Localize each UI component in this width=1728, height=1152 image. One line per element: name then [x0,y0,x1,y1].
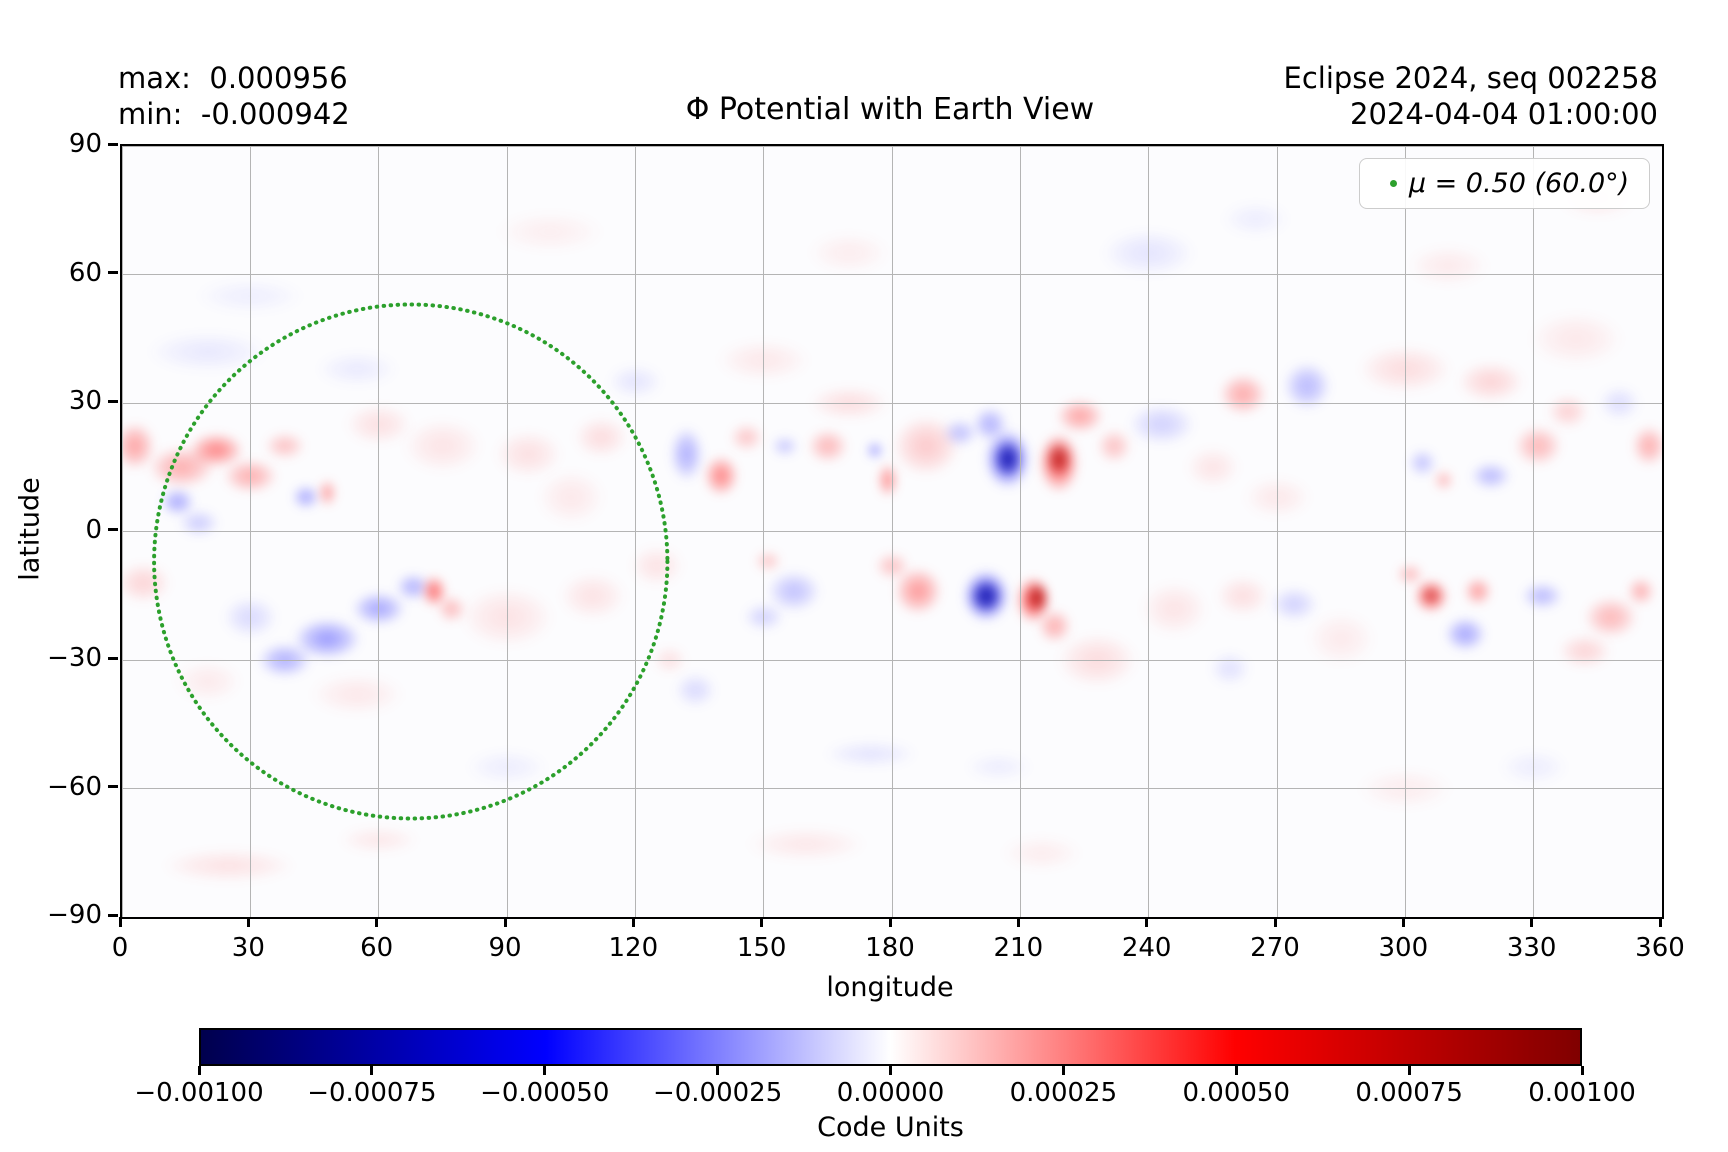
colorbar-tick-label: −0.00050 [480,1078,610,1108]
y-tick-mark [108,271,118,274]
y-tick-mark [108,399,118,403]
min-value-label: min: -0.000942 [118,97,350,131]
grid-layer [122,146,1662,917]
gridline-horizontal [122,916,1662,917]
x-tick-mark [760,917,764,927]
y-tick-label: 60 [68,257,102,288]
max-value-label: max: 0.000956 [118,61,348,95]
gridline-horizontal [122,788,1662,789]
x-tick-mark [1401,917,1405,927]
x-tick-label: 60 [360,933,394,963]
y-tick-mark [108,142,118,146]
y-axis-label: latitude [14,477,46,581]
x-tick-mark [503,917,507,927]
x-tick-mark [1016,917,1020,927]
x-tick-mark [1273,917,1277,927]
x-tick-label: 240 [1121,933,1172,963]
x-tick-label: 90 [488,933,522,963]
colorbar-tick-mark [370,1066,374,1075]
run-info-annotation: Eclipse 2024, seq 002258 2024-04-04 01:0… [1284,60,1658,132]
colorbar-tick-mark [197,1066,201,1075]
colorbar-tick-label: 0.00000 [836,1078,945,1108]
colorbar-tick-label: 0.00050 [1182,1078,1291,1108]
colorbar-tick-label: −0.00025 [652,1078,783,1108]
gridline-horizontal [122,659,1662,661]
legend-label: μ = 0.50 (60.0°) [1408,168,1630,199]
legend: μ = 0.50 (60.0°) [1359,158,1650,209]
x-tick-label: 360 [1635,933,1685,963]
colorbar-tick-label: 0.00100 [1528,1078,1636,1108]
x-tick-mark [375,917,379,927]
legend-marker-dot-icon [1390,180,1397,187]
x-tick-label: 270 [1250,933,1300,963]
colorbar-tick-mark [1061,1066,1065,1075]
colorbar-tick-mark [1407,1066,1411,1075]
y-tick-label: −30 [47,643,102,673]
timestamp-label: 2024-04-04 01:00:00 [1350,97,1658,131]
gridline-horizontal [122,531,1662,532]
colorbar-tick-mark [543,1066,547,1075]
y-tick-label: 90 [68,129,102,159]
y-tick-mark [108,528,118,531]
plot-area [120,144,1664,919]
colorbar-label: Code Units [817,1112,964,1143]
colorbar-tick-mark [1580,1066,1584,1075]
colorbar-tick-label: 0.00075 [1355,1078,1463,1108]
y-tick-mark [108,913,118,917]
colorbar-tick-mark [889,1066,892,1075]
x-tick-mark [1145,917,1149,927]
gridline-horizontal [122,146,1662,147]
x-tick-label: 150 [736,933,787,963]
x-tick-mark [1530,917,1534,927]
colorbar-tick-label: −0.00100 [134,1078,264,1108]
gridline-horizontal [122,274,1662,275]
x-axis-label: longitude [826,972,954,1003]
gridline-horizontal [122,402,1662,404]
colorbar-tick-mark [716,1066,720,1075]
colorbar [199,1028,1582,1066]
y-tick-label: −90 [47,900,102,930]
x-tick-mark [246,917,250,927]
field-extrema-annotation: max: 0.000956 min: -0.000942 [118,60,350,132]
run-label: Eclipse 2024, seq 002258 [1283,61,1658,95]
x-tick-label: 300 [1378,933,1429,963]
x-tick-label: 210 [993,933,1044,963]
y-tick-label: 30 [68,386,102,416]
colorbar-tick-mark [1234,1066,1238,1075]
x-tick-label: 30 [231,933,265,963]
x-tick-mark [888,917,892,927]
x-tick-label: 0 [111,933,129,963]
y-tick-mark [108,656,118,660]
x-tick-mark [631,917,635,927]
y-tick-mark [108,785,118,788]
x-tick-label: 180 [865,933,915,963]
y-tick-label: 0 [85,514,102,545]
y-tick-label: −60 [47,771,102,802]
x-tick-label: 330 [1506,933,1557,963]
x-tick-mark [1658,917,1662,927]
colorbar-tick-label: 0.00025 [1009,1078,1118,1108]
earth-view-layer [152,302,670,821]
plot-title: Φ Potential with Earth View [685,92,1095,127]
x-tick-label: 120 [608,933,659,963]
earth-view-circle [152,302,670,821]
colorbar-tick-label: −0.00075 [307,1078,437,1108]
x-tick-mark [118,917,122,927]
